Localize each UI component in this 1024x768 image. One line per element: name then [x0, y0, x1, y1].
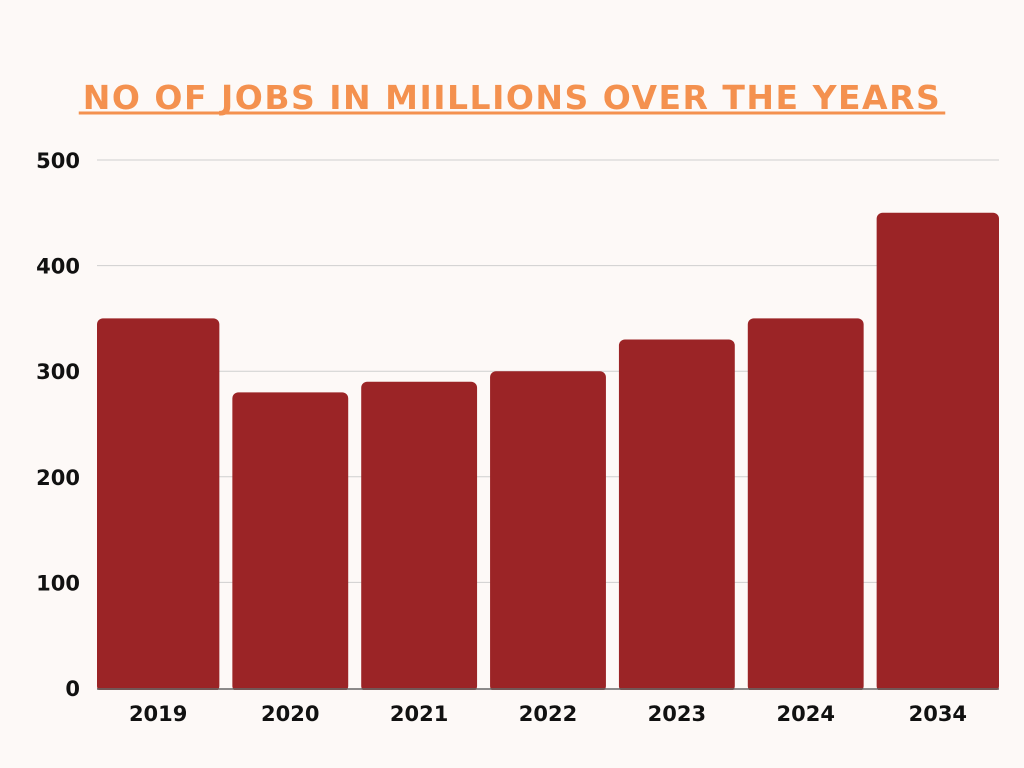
bars: [97, 212, 999, 693]
x-axis-labels: 2019 2020 2021 2022 2023 2024 2034: [129, 702, 967, 726]
x-tick-label: 2022: [519, 702, 577, 726]
y-tick-label: 300: [36, 360, 80, 384]
bar-2019: [97, 318, 220, 692]
y-tick-label: 0: [65, 677, 80, 701]
bar-2021: [361, 381, 478, 692]
bar-2024: [747, 318, 864, 692]
y-tick-label: 400: [36, 255, 80, 279]
y-tick-label: 100: [36, 571, 80, 595]
bar-2023: [618, 339, 735, 692]
x-tick-label: 2024: [776, 702, 834, 726]
chart-title: NO OF JOBS IN MIILLIONS OVER THE YEARS: [83, 78, 942, 117]
y-tick-label: 200: [36, 466, 80, 490]
baseline-mask: [97, 690, 999, 696]
bar-2034: [876, 212, 999, 693]
x-tick-label: 2020: [261, 702, 319, 726]
x-tick-label: 2019: [129, 702, 187, 726]
y-tick-label: 500: [36, 149, 80, 173]
x-tick-label: 2034: [909, 702, 967, 726]
x-tick-label: 2021: [390, 702, 448, 726]
x-tick-label: 2023: [648, 702, 706, 726]
y-axis-ticks: 0 100 200 300 400 500: [36, 149, 80, 701]
bar-2020: [232, 392, 349, 692]
bar-2022: [490, 371, 606, 692]
